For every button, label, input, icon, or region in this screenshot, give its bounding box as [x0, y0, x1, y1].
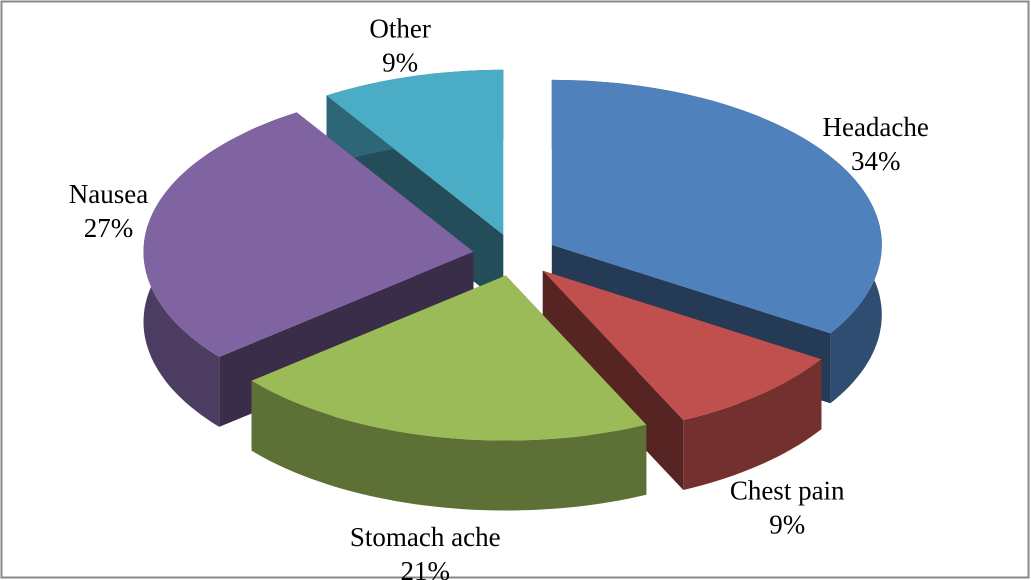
slice [551, 79, 882, 334]
slice-wall [683, 359, 822, 490]
slice-value-label: 27% [84, 213, 134, 243]
slice-wall [251, 380, 647, 511]
slice [542, 270, 822, 420]
slice-value-label: 9% [382, 48, 418, 78]
slice-value-label: 34% [851, 146, 901, 176]
slice-side [542, 270, 684, 490]
slice-label: Stomach ache [350, 522, 501, 552]
slice-label: Other [369, 14, 430, 44]
slice-label: Nausea [69, 179, 148, 209]
slice-label: Headache [822, 112, 928, 142]
slice-value-label: 9% [769, 510, 805, 540]
slice [251, 275, 647, 441]
slice [326, 69, 504, 235]
slice-value-label: 21% [400, 556, 450, 580]
slice [143, 112, 474, 357]
slice-label: Chest pain [730, 476, 845, 506]
